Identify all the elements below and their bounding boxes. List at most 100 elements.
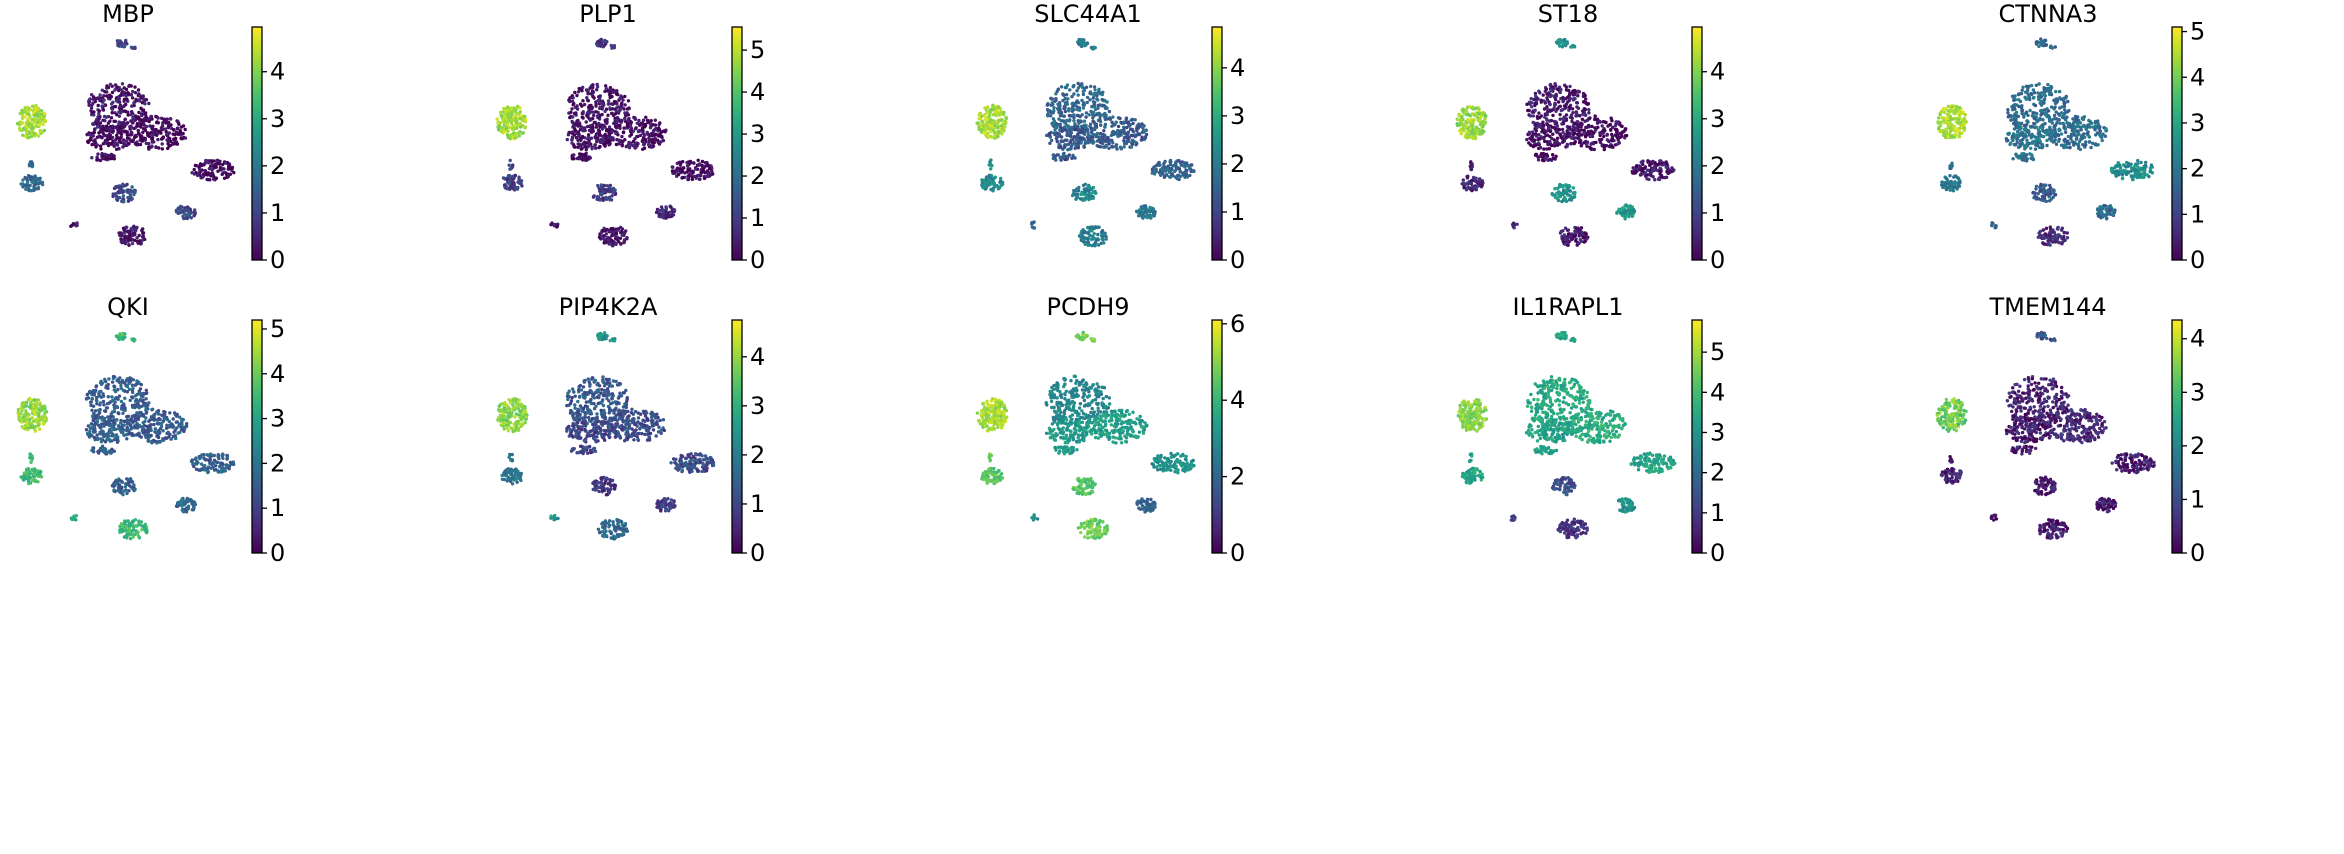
scatter-point (117, 97, 122, 101)
scatter-point (1596, 119, 1600, 124)
scatter-point (679, 161, 683, 165)
scatter-point (570, 141, 574, 145)
scatter-point (1548, 129, 1553, 134)
scatter-point (1587, 107, 1591, 112)
scatter-point (1561, 130, 1565, 135)
scatter-point (108, 124, 113, 129)
scatter-point (1126, 136, 1130, 140)
scatter-point (617, 109, 621, 113)
scatter-point (1580, 122, 1584, 127)
scatter-point (1646, 168, 1650, 172)
scatter-point (196, 171, 200, 175)
scatter-point (653, 132, 658, 137)
scatter-point (1085, 100, 1090, 105)
scatter-point (612, 100, 617, 104)
scatter-point (598, 94, 602, 98)
scatter-point (572, 124, 576, 128)
scatter-point (141, 130, 145, 134)
scatter-point (1948, 174, 1952, 178)
scatter-point (1950, 135, 1954, 139)
scatter-point (1111, 141, 1115, 145)
scatter-point (1664, 165, 1668, 169)
scatter-point (169, 139, 173, 143)
scatter-point (1090, 237, 1094, 242)
scatter-point (108, 82, 113, 87)
scatter-point (1459, 131, 1464, 136)
scatter-point (665, 214, 669, 219)
scatter-point (1541, 93, 1545, 97)
scatter-point (1560, 45, 1565, 49)
scatter-point (566, 133, 571, 137)
scatter-point (112, 144, 116, 148)
scatter-point (183, 127, 187, 132)
scatter-point (1629, 206, 1633, 210)
scatter-point (183, 136, 188, 140)
scatter-point (1583, 107, 1588, 112)
scatter-point (621, 130, 626, 135)
scatter-point (1465, 130, 1470, 134)
scatter-point (1592, 147, 1597, 152)
scatter-point (508, 184, 513, 189)
scatter-point (576, 118, 580, 123)
scatter-point (90, 103, 94, 107)
scatter-point (1099, 139, 1103, 143)
scatter-point (1643, 165, 1648, 169)
scatter-point (601, 126, 605, 130)
scatter-point (651, 141, 655, 145)
scatter-point (606, 102, 611, 106)
scatter-point (129, 93, 134, 97)
scatter-point (597, 131, 601, 135)
scatter-point (1091, 47, 1095, 51)
scatter-point (504, 126, 509, 130)
scatter-point (675, 161, 679, 166)
scatter-point (178, 128, 182, 133)
scatter-point (635, 121, 639, 126)
scatter-point (1616, 142, 1620, 146)
scatter-point (1574, 239, 1578, 243)
scatter-point (1139, 210, 1143, 215)
scatter-point (711, 172, 715, 176)
scatter-point (1054, 137, 1059, 141)
colorbar (252, 27, 262, 260)
scatter-point (1103, 138, 1107, 143)
scatter-point (2063, 108, 2067, 112)
scatter-point (90, 110, 94, 115)
scatter-point (621, 139, 625, 144)
scatter-point (93, 99, 98, 104)
scatter-point (598, 125, 602, 129)
scatter-point (1571, 126, 1576, 130)
scatter-point (188, 207, 193, 212)
scatter-point (1512, 226, 1516, 230)
scatter-point (160, 124, 165, 128)
scatter-point (89, 106, 94, 110)
scatter-point (694, 176, 698, 180)
scatter-point (1956, 120, 1960, 125)
scatter-point (1473, 132, 1477, 136)
scatter-point (147, 119, 151, 124)
scatter-point (227, 166, 231, 170)
scatter-point (1466, 182, 1470, 186)
scatter-point (657, 208, 661, 213)
scatter-point (149, 114, 154, 119)
scatter-point (1061, 92, 1065, 97)
scatter-point (113, 88, 117, 92)
scatter-point (1483, 117, 1487, 121)
scatter-point (134, 133, 138, 138)
scatter-point (1565, 142, 1570, 147)
scatter-point (1126, 120, 1130, 125)
scatter-point (2039, 102, 2043, 106)
scatter-point (1103, 133, 1107, 137)
scatter-point (1061, 98, 1065, 103)
scatter-point (21, 178, 25, 182)
scatter-point (1555, 107, 1560, 111)
scatter-point (125, 133, 129, 137)
scatter-point (1071, 101, 1075, 106)
scatter-point (555, 224, 559, 228)
scatter-point (1185, 175, 1190, 179)
scatter-point (1476, 119, 1481, 123)
scatter-point (1610, 139, 1614, 143)
scatter-point (1650, 170, 1654, 174)
scatter-point (1107, 142, 1111, 146)
scatter-point (142, 123, 146, 127)
scatter-point (1145, 208, 1150, 212)
